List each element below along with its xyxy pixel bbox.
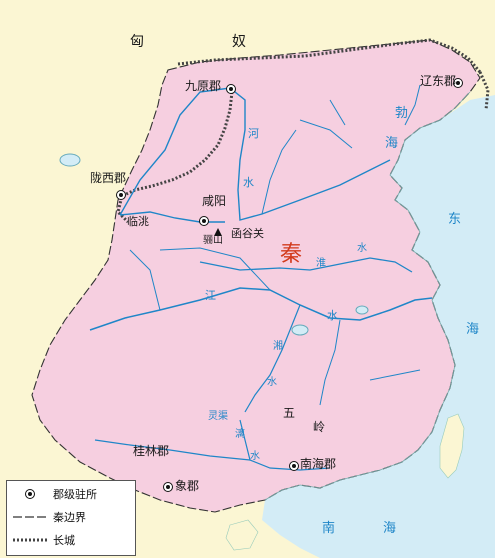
label-wuling-2: 岭 (313, 420, 326, 434)
sea-donghai-2: 海 (466, 322, 480, 337)
border-line-icon (13, 511, 47, 523)
river-jialing (129, 249, 161, 311)
label-wuling-1: 五 (283, 406, 296, 420)
great-wall-ne (478, 71, 490, 111)
yangtze-river (89, 287, 433, 331)
region-xiongnu-1: 匈 (130, 34, 144, 50)
xiang-river (244, 304, 301, 413)
seat-longxi (116, 190, 126, 200)
sea-area (262, 95, 495, 558)
seat-nanhai (289, 461, 299, 471)
great-wall-icon (13, 534, 47, 546)
river-xi (94, 439, 251, 461)
seat-jiuyuan (226, 84, 236, 94)
lishan-peak-icon (214, 228, 222, 236)
lake (291, 324, 309, 336)
river-jiang-1: 江 (205, 289, 216, 302)
label-hanguguan: 函谷关 (231, 227, 264, 240)
east-coastline (264, 91, 471, 501)
label-guilin: 桂林郡 (133, 444, 170, 458)
legend-seat-label: 郡级驻所 (53, 488, 97, 501)
sea-nanhai-1: 南 (322, 521, 336, 536)
sea-bohai-2: 海 (385, 136, 399, 151)
river-xiang-1: 湘 (273, 341, 283, 352)
label-lishan: 骊山 (203, 235, 223, 246)
label-longxi: 陇西郡 (90, 171, 127, 185)
sea-nanhai-2: 海 (383, 521, 397, 536)
hainan-island (225, 519, 259, 551)
li-river (239, 419, 331, 471)
river-jiang-2: 水 (327, 309, 338, 322)
sea-donghai-1: 东 (448, 212, 462, 227)
sea-bohai-1: 勃 (395, 106, 409, 121)
legend-wall-label: 长城 (53, 534, 75, 547)
legend-border-label: 秦边界 (53, 511, 86, 524)
label-xiang: 象郡 (175, 479, 200, 493)
river-hai (299, 99, 353, 149)
label-nanhai: 南海郡 (300, 457, 337, 471)
seat-icon (13, 488, 47, 500)
river-xiang-2: 水 (267, 377, 277, 388)
label-lintao: 临洮 (127, 215, 149, 228)
river-gan (319, 319, 341, 406)
label-lingqu: 灵渠 (208, 411, 228, 422)
river-han (159, 247, 271, 291)
label-jiuyuan: 九原郡 (185, 79, 222, 93)
river-liao (404, 84, 421, 126)
river-he-1: 河 (248, 127, 259, 140)
river-he-2: 水 (243, 176, 254, 189)
seat-liaodong (453, 78, 463, 88)
label-liaodong: 辽东郡 (420, 74, 457, 88)
legend-row-wall: 长城 (13, 532, 75, 548)
river-huai-1: 淮 (316, 258, 326, 269)
legend-row-border: 秦边界 (13, 509, 86, 525)
map-legend: 郡级驻所 秦边界 长城 (6, 480, 136, 556)
lake (355, 305, 369, 315)
river-huai-2: 水 (357, 243, 367, 254)
region-xiongnu-2: 奴 (232, 34, 246, 50)
river-min (369, 369, 421, 381)
taiwan-island (439, 413, 465, 479)
seat-xianyang (199, 216, 209, 226)
legend-row-seat: 郡级驻所 (13, 486, 97, 502)
huai-river (199, 257, 413, 273)
river-fen (261, 129, 297, 215)
label-xianyang: 咸阳 (202, 194, 227, 208)
region-qin-label: 秦 (280, 242, 303, 267)
lake (59, 153, 81, 167)
river-li-2: 水 (250, 451, 260, 462)
river-li-1: 漓 (235, 429, 245, 440)
seat-xiang (163, 482, 173, 492)
